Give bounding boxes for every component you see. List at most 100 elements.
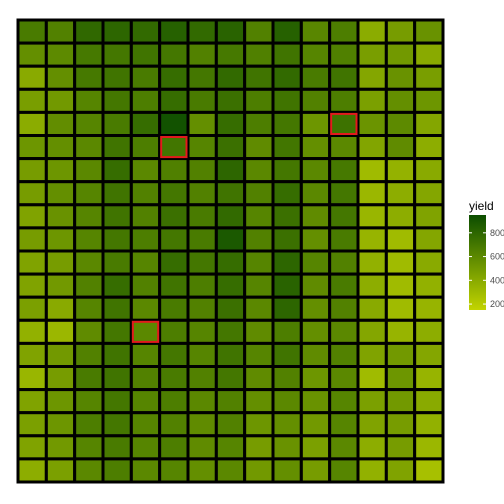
heatmap-cell bbox=[186, 41, 218, 68]
heatmap-cell bbox=[158, 41, 190, 68]
heatmap-cell bbox=[158, 87, 190, 114]
heatmap-cell bbox=[129, 434, 162, 461]
heatmap-cell bbox=[356, 41, 388, 68]
heatmap-cell bbox=[384, 434, 417, 461]
heatmap-cell bbox=[384, 64, 417, 91]
heatmap-cell bbox=[299, 157, 332, 184]
heatmap-cell bbox=[186, 226, 218, 253]
highlighted-cells bbox=[131, 112, 358, 343]
heatmap-cell bbox=[16, 411, 48, 438]
heatmap-cell bbox=[101, 226, 133, 253]
heatmap-cell bbox=[158, 434, 190, 461]
heatmap-cell bbox=[299, 180, 332, 207]
heatmap-cell bbox=[328, 318, 360, 345]
heatmap-cell bbox=[328, 388, 360, 415]
legend-tick-label: 200 bbox=[490, 299, 504, 309]
heatmap-cell bbox=[356, 180, 388, 207]
heatmap-cell bbox=[271, 87, 303, 114]
heatmap-cell bbox=[328, 180, 360, 207]
heatmap-cell bbox=[129, 18, 162, 45]
heatmap-cell bbox=[44, 180, 77, 207]
heatmap-cell bbox=[413, 41, 445, 68]
heatmap-cell bbox=[101, 249, 133, 276]
heatmap-cell bbox=[328, 226, 360, 253]
heatmap-cell bbox=[243, 41, 275, 68]
highlighted-cell-outline bbox=[160, 136, 188, 159]
heatmap-cell bbox=[413, 180, 445, 207]
heatmap-cell bbox=[328, 64, 360, 91]
heatmap-cell bbox=[44, 134, 77, 161]
heatmap-cell bbox=[158, 388, 190, 415]
heatmap-cell bbox=[299, 249, 332, 276]
heatmap-cell bbox=[243, 272, 275, 299]
heatmap-cell bbox=[44, 411, 77, 438]
heatmap-cell bbox=[243, 87, 275, 114]
heatmap-cell bbox=[384, 180, 417, 207]
heatmap-cell bbox=[243, 226, 275, 253]
heatmap-cell bbox=[384, 18, 417, 45]
heatmap-cell bbox=[271, 157, 303, 184]
heatmap-cell bbox=[214, 341, 247, 368]
heatmap-cell bbox=[271, 272, 303, 299]
heatmap-cell bbox=[129, 180, 162, 207]
heatmap-cell bbox=[384, 272, 417, 299]
heatmap-cell bbox=[243, 157, 275, 184]
heatmap-cell bbox=[243, 64, 275, 91]
heatmap-cell bbox=[101, 64, 133, 91]
heatmap-cell bbox=[16, 341, 48, 368]
heatmap-cell bbox=[214, 203, 247, 230]
heatmap-cell bbox=[328, 134, 360, 161]
heatmap-cell bbox=[214, 295, 247, 322]
heatmap-cell bbox=[328, 41, 360, 68]
heatmap-cell bbox=[328, 272, 360, 299]
heatmap-cell bbox=[158, 341, 190, 368]
heatmap-cell bbox=[186, 110, 218, 138]
heatmap-cell bbox=[101, 157, 133, 184]
heatmap-cell bbox=[413, 411, 445, 438]
heatmap-cell bbox=[271, 18, 303, 45]
highlighted-cell-outline bbox=[131, 320, 160, 343]
heatmap-cell bbox=[158, 18, 190, 45]
heatmap-cell bbox=[214, 180, 247, 207]
heatmap-cell bbox=[214, 41, 247, 68]
heatmap-cell bbox=[299, 318, 332, 345]
heatmap-cell bbox=[214, 318, 247, 345]
heatmap-cell bbox=[384, 318, 417, 345]
heatmap-cell bbox=[16, 203, 48, 230]
heatmap-cell bbox=[356, 457, 388, 484]
heatmap-cell bbox=[44, 457, 77, 484]
heatmap-cell bbox=[186, 434, 218, 461]
heatmap-cell bbox=[186, 365, 218, 392]
heatmap-cell bbox=[299, 226, 332, 253]
heatmap-cell bbox=[328, 457, 360, 484]
heatmap-cell bbox=[413, 87, 445, 114]
heatmap-cell bbox=[44, 365, 77, 392]
heatmap-cell bbox=[16, 41, 48, 68]
heatmap-cell bbox=[243, 388, 275, 415]
heatmap-cell bbox=[356, 249, 388, 276]
heatmap-cell bbox=[214, 110, 247, 138]
heatmap-cell bbox=[356, 87, 388, 114]
heatmap-cell bbox=[413, 272, 445, 299]
heatmap-cell bbox=[271, 249, 303, 276]
heatmap-cell bbox=[16, 87, 48, 114]
heatmap-cell bbox=[328, 411, 360, 438]
heatmap-cell bbox=[356, 341, 388, 368]
heatmap-cell bbox=[101, 388, 133, 415]
heatmap-cell bbox=[129, 157, 162, 184]
heatmap-cell bbox=[299, 365, 332, 392]
legend-title: yield bbox=[469, 199, 494, 213]
heatmap-cell bbox=[186, 295, 218, 322]
heatmap-cell bbox=[384, 249, 417, 276]
heatmap-cell bbox=[44, 87, 77, 114]
heatmap-cells bbox=[16, 18, 445, 484]
heatmap-cell bbox=[413, 365, 445, 392]
heatmap-cell bbox=[186, 411, 218, 438]
heatmap-cell bbox=[384, 134, 417, 161]
heatmap-cell bbox=[16, 180, 48, 207]
heatmap-cell bbox=[356, 365, 388, 392]
heatmap-cell bbox=[158, 134, 190, 161]
heatmap-cell bbox=[384, 203, 417, 230]
heatmap-cell bbox=[73, 272, 105, 299]
heatmap-cell bbox=[356, 295, 388, 322]
